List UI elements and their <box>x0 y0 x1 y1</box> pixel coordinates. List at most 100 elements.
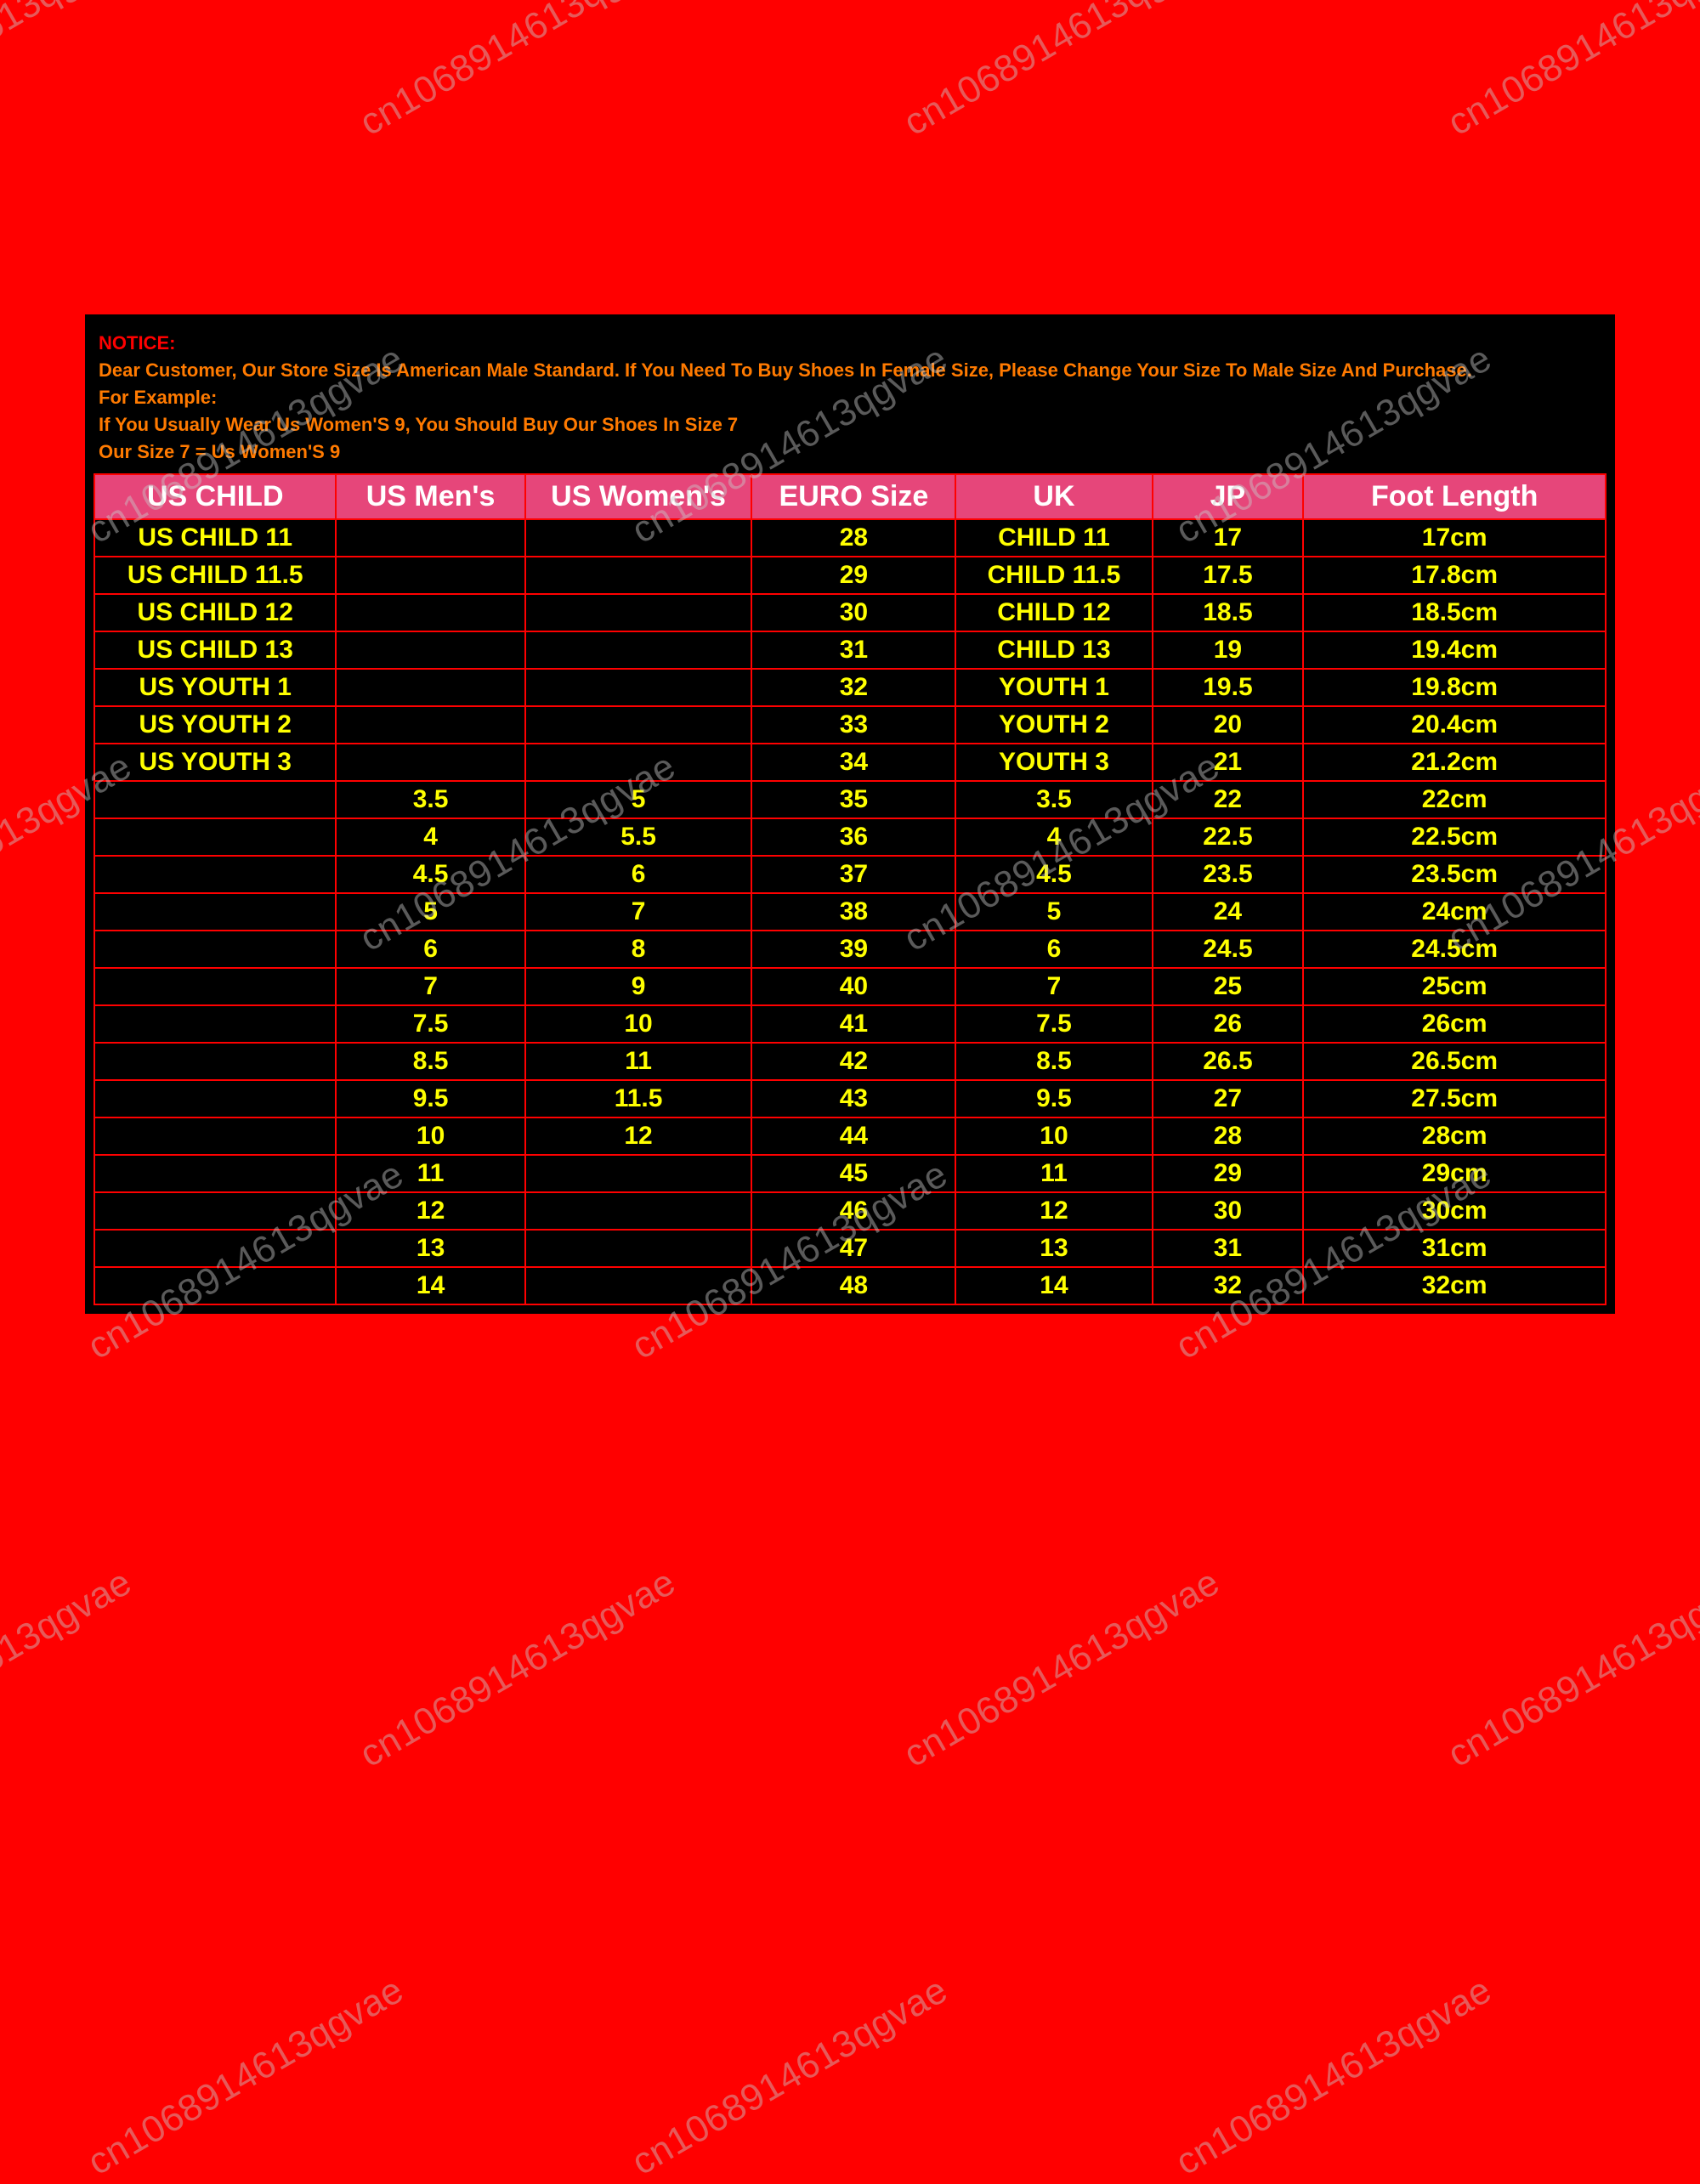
table-cell: 28cm <box>1303 1117 1606 1155</box>
table-row: 7.510417.52626cm <box>94 1005 1606 1043</box>
table-cell: 9.5 <box>336 1080 524 1117</box>
table-cell <box>94 781 336 818</box>
table-cell <box>336 557 524 594</box>
table-cell <box>336 594 524 631</box>
table-cell: YOUTH 1 <box>955 669 1152 706</box>
table-cell: 19.4cm <box>1303 631 1606 669</box>
table-cell: 4.5 <box>955 856 1152 893</box>
table-cell: 41 <box>751 1005 955 1043</box>
table-cell: 6 <box>525 856 752 893</box>
column-header: UK <box>955 474 1152 519</box>
table-cell <box>525 557 752 594</box>
table-head: US CHILDUS Men'sUS Women'sEURO SizeUKJPF… <box>94 474 1606 519</box>
notice-title: NOTICE: <box>99 332 175 354</box>
table-row: 4.56374.523.523.5cm <box>94 856 1606 893</box>
table-row: 45.536422.522.5cm <box>94 818 1606 856</box>
table-cell: 7 <box>525 893 752 931</box>
table-cell <box>94 1005 336 1043</box>
table-cell: 39 <box>751 931 955 968</box>
watermark-text: cn1068914613qgvae <box>1441 1561 1700 1776</box>
table-row: US CHILD 1331CHILD 131919.4cm <box>94 631 1606 669</box>
table-cell <box>94 1230 336 1267</box>
watermark-text: cn1068914613qgvae <box>1169 1969 1499 2184</box>
table-cell <box>94 1043 336 1080</box>
table-cell: 30 <box>1153 1192 1304 1230</box>
table-cell: 26.5 <box>1153 1043 1304 1080</box>
table-cell: 6 <box>955 931 1152 968</box>
table-row: 1145112929cm <box>94 1155 1606 1192</box>
table-cell: 30cm <box>1303 1192 1606 1230</box>
table-cell: US YOUTH 1 <box>94 669 336 706</box>
column-header: US Women's <box>525 474 752 519</box>
table-cell: 19.5 <box>1153 669 1304 706</box>
table-cell <box>94 856 336 893</box>
table-cell: 4 <box>955 818 1152 856</box>
table-cell: 7.5 <box>336 1005 524 1043</box>
table-row: 9.511.5439.52727.5cm <box>94 1080 1606 1117</box>
table-cell: 26 <box>1153 1005 1304 1043</box>
table-cell: 37 <box>751 856 955 893</box>
table-row: 6839624.524.5cm <box>94 931 1606 968</box>
table-cell: 46 <box>751 1192 955 1230</box>
table-cell: 12 <box>336 1192 524 1230</box>
column-header: US CHILD <box>94 474 336 519</box>
table-header-row: US CHILDUS Men'sUS Women'sEURO SizeUKJPF… <box>94 474 1606 519</box>
table-cell: 8.5 <box>955 1043 1152 1080</box>
table-cell <box>525 594 752 631</box>
table-cell: 22 <box>1153 781 1304 818</box>
table-cell: 14 <box>336 1267 524 1304</box>
table-row: US YOUTH 334YOUTH 32121.2cm <box>94 744 1606 781</box>
table-cell: 13 <box>955 1230 1152 1267</box>
table-cell <box>336 706 524 744</box>
watermark-text: cn1068914613qgvae <box>0 1561 139 1776</box>
table-cell: 17.8cm <box>1303 557 1606 594</box>
notice-line-4: Our Size 7 = Us Women'S 9 <box>99 441 340 462</box>
table-row: 1448143232cm <box>94 1267 1606 1304</box>
table-cell: 11.5 <box>525 1080 752 1117</box>
watermark-text: cn1068914613qgvae <box>897 1561 1227 1776</box>
table-cell: 17 <box>1153 519 1304 557</box>
table-cell <box>525 706 752 744</box>
table-cell: 45 <box>751 1155 955 1192</box>
table-cell: 21 <box>1153 744 1304 781</box>
table-cell: 3.5 <box>955 781 1152 818</box>
table-cell: 11 <box>955 1155 1152 1192</box>
table-cell: 22.5cm <box>1303 818 1606 856</box>
table-cell: 29 <box>1153 1155 1304 1192</box>
table-row: 573852424cm <box>94 893 1606 931</box>
table-cell: US CHILD 12 <box>94 594 336 631</box>
table-cell: 24.5 <box>1153 931 1304 968</box>
table-cell <box>94 1117 336 1155</box>
table-cell: 32cm <box>1303 1267 1606 1304</box>
table-cell: 3.5 <box>336 781 524 818</box>
table-cell: 38 <box>751 893 955 931</box>
table-cell <box>94 1080 336 1117</box>
table-cell: 31 <box>1153 1230 1304 1267</box>
table-cell: 24.5cm <box>1303 931 1606 968</box>
table-cell: CHILD 11 <box>955 519 1152 557</box>
table-cell: 31 <box>751 631 955 669</box>
table-cell: 23.5 <box>1153 856 1304 893</box>
column-header: EURO Size <box>751 474 955 519</box>
table-cell <box>525 631 752 669</box>
table-cell: CHILD 12 <box>955 594 1152 631</box>
notice-line-3: If You Usually Wear Us Women'S 9, You Sh… <box>99 414 738 435</box>
table-cell: 8.5 <box>336 1043 524 1080</box>
watermark-text: cn1068914613qgvae <box>897 0 1227 144</box>
table-cell <box>525 744 752 781</box>
table-cell: YOUTH 2 <box>955 706 1152 744</box>
table-cell: 14 <box>955 1267 1152 1304</box>
table-cell: 5 <box>336 893 524 931</box>
table-cell: CHILD 11.5 <box>955 557 1152 594</box>
table-cell: 47 <box>751 1230 955 1267</box>
column-header: Foot Length <box>1303 474 1606 519</box>
table-cell: 29cm <box>1303 1155 1606 1192</box>
table-cell: 23.5cm <box>1303 856 1606 893</box>
column-header: JP <box>1153 474 1304 519</box>
watermark-text: cn1068914613qgvae <box>353 1561 683 1776</box>
table-cell: 10 <box>955 1117 1152 1155</box>
table-cell <box>94 1155 336 1192</box>
table-row: 8.511428.526.526.5cm <box>94 1043 1606 1080</box>
table-cell: 31cm <box>1303 1230 1606 1267</box>
table-cell <box>94 931 336 968</box>
